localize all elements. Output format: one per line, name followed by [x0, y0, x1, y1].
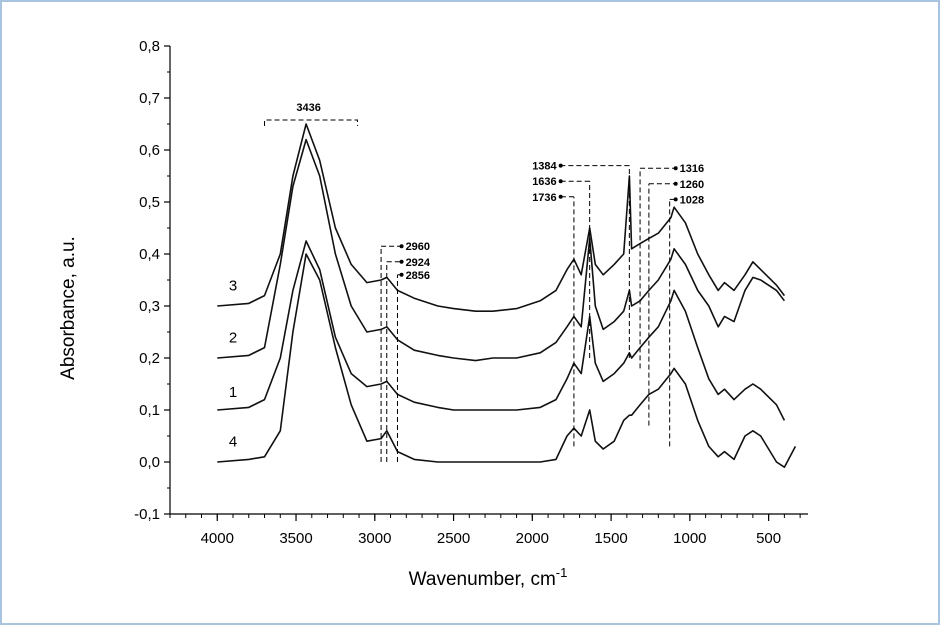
y-tick-label: 0,2	[139, 350, 160, 367]
series-group: 3 2 1 4	[217, 123, 797, 468]
series-line-2	[217, 138, 786, 362]
annotation-label-2960: 2960	[406, 241, 430, 253]
y-tick-label: 0,0	[139, 454, 160, 471]
annotation-dot-1384	[558, 163, 563, 168]
annotation-dot-1260	[673, 181, 678, 186]
y-tick-label: 0,1	[139, 402, 160, 419]
series-line-4	[217, 253, 797, 468]
series-line-1	[217, 240, 786, 421]
annotation-label-1636: 1636	[532, 176, 556, 188]
annotation-label-1316: 1316	[680, 163, 704, 175]
series-label-3: 3	[229, 277, 237, 294]
annotation-dot-1636	[558, 179, 563, 184]
series-line-3	[217, 123, 786, 312]
x-tick-label: 3500	[279, 530, 312, 547]
y-tick-label: 0,7	[139, 90, 160, 107]
annotation-label-2856: 2856	[406, 270, 430, 282]
y-tick-label: 0,6	[139, 142, 160, 159]
y-tick-label: -0,1	[134, 506, 160, 523]
x-tick-label: 2000	[516, 530, 549, 547]
y-tick-label: 0,3	[139, 298, 160, 315]
annotation-dot-2960	[399, 244, 404, 249]
x-tick-label: 1000	[673, 530, 706, 547]
y-tick-label: 0,4	[139, 246, 160, 263]
annotation-dot-2924	[399, 259, 404, 264]
annotation-label-1736: 1736	[532, 192, 556, 204]
x-tick-label: 3000	[358, 530, 391, 547]
annotation-label-1384: 1384	[532, 161, 557, 173]
x-tick-label: 4000	[201, 530, 234, 547]
x-axis-title: Wavenumber, cm-1	[409, 565, 568, 590]
annotation-dot-2856	[399, 272, 404, 277]
x-tick-label: 500	[756, 530, 781, 547]
annotation-label-1028: 1028	[680, 194, 704, 206]
x-tick-label: 1500	[594, 530, 627, 547]
series-label-1: 1	[229, 384, 237, 401]
annotation-dot-1316	[673, 166, 678, 171]
x-axis-title-superscript: -1	[556, 565, 568, 580]
y-tick-label: 0,5	[139, 194, 160, 211]
annotation-bracket-3436	[264, 119, 358, 126]
annotation-dot-1736	[558, 194, 563, 199]
x-tick-label: 2500	[437, 530, 470, 547]
annotation-label-1260: 1260	[680, 179, 704, 191]
annotation-label-3436: 3436	[296, 102, 320, 114]
y-tick-label: 0,8	[139, 38, 160, 55]
annotation-label-2924: 2924	[406, 257, 431, 269]
annotation-dot-1028	[673, 197, 678, 202]
series-label-4: 4	[229, 433, 237, 450]
series-label-2: 2	[229, 329, 237, 346]
y-axis-title: Absorbance, a.u.	[58, 236, 79, 380]
